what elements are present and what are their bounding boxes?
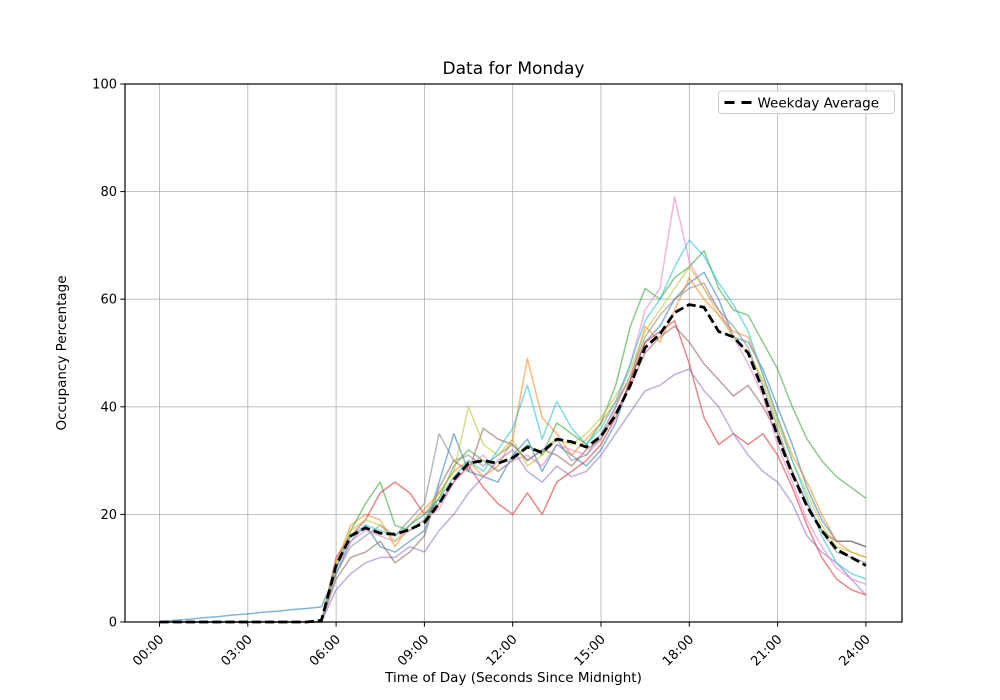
x-tick-label: 21:00: [748, 632, 785, 669]
legend-box: [718, 90, 895, 114]
x-tick-label: 15:00: [572, 632, 609, 669]
series-line-monday-1: [159, 271, 867, 623]
legend-label: Weekday Average: [758, 96, 880, 112]
y-tick-label: 60: [100, 293, 117, 308]
x-axis-label: Time of Day (Seconds Since Midnight): [384, 670, 642, 686]
y-axis-label: Occupancy Percentage: [54, 275, 70, 430]
x-tick-label: 00:00: [130, 632, 167, 669]
x-tick-label: 12:00: [483, 632, 520, 669]
y-tick-label: 20: [100, 508, 117, 523]
y-tick-label: 0: [109, 616, 117, 631]
x-tick-label: 18:00: [660, 632, 697, 669]
plot-border: [124, 83, 903, 623]
y-tick-label: 100: [92, 78, 117, 93]
x-tick-label: 24:00: [837, 632, 874, 669]
chart-generated-layer: 00:00 03:00 06:00 09:00 12:00 15:00 18:00 21:00…: [92, 78, 903, 669]
y-tick-label: 80: [100, 185, 117, 200]
x-tick-label: 03:00: [219, 632, 256, 669]
x-tick-label: 06:00: [307, 632, 344, 669]
average-line: [159, 303, 867, 624]
legend: Weekday Average: [718, 90, 895, 114]
y-tick-label: 40: [100, 400, 117, 415]
x-tick-label: 09:00: [395, 632, 432, 669]
chart-title: Data for Monday: [443, 59, 585, 79]
